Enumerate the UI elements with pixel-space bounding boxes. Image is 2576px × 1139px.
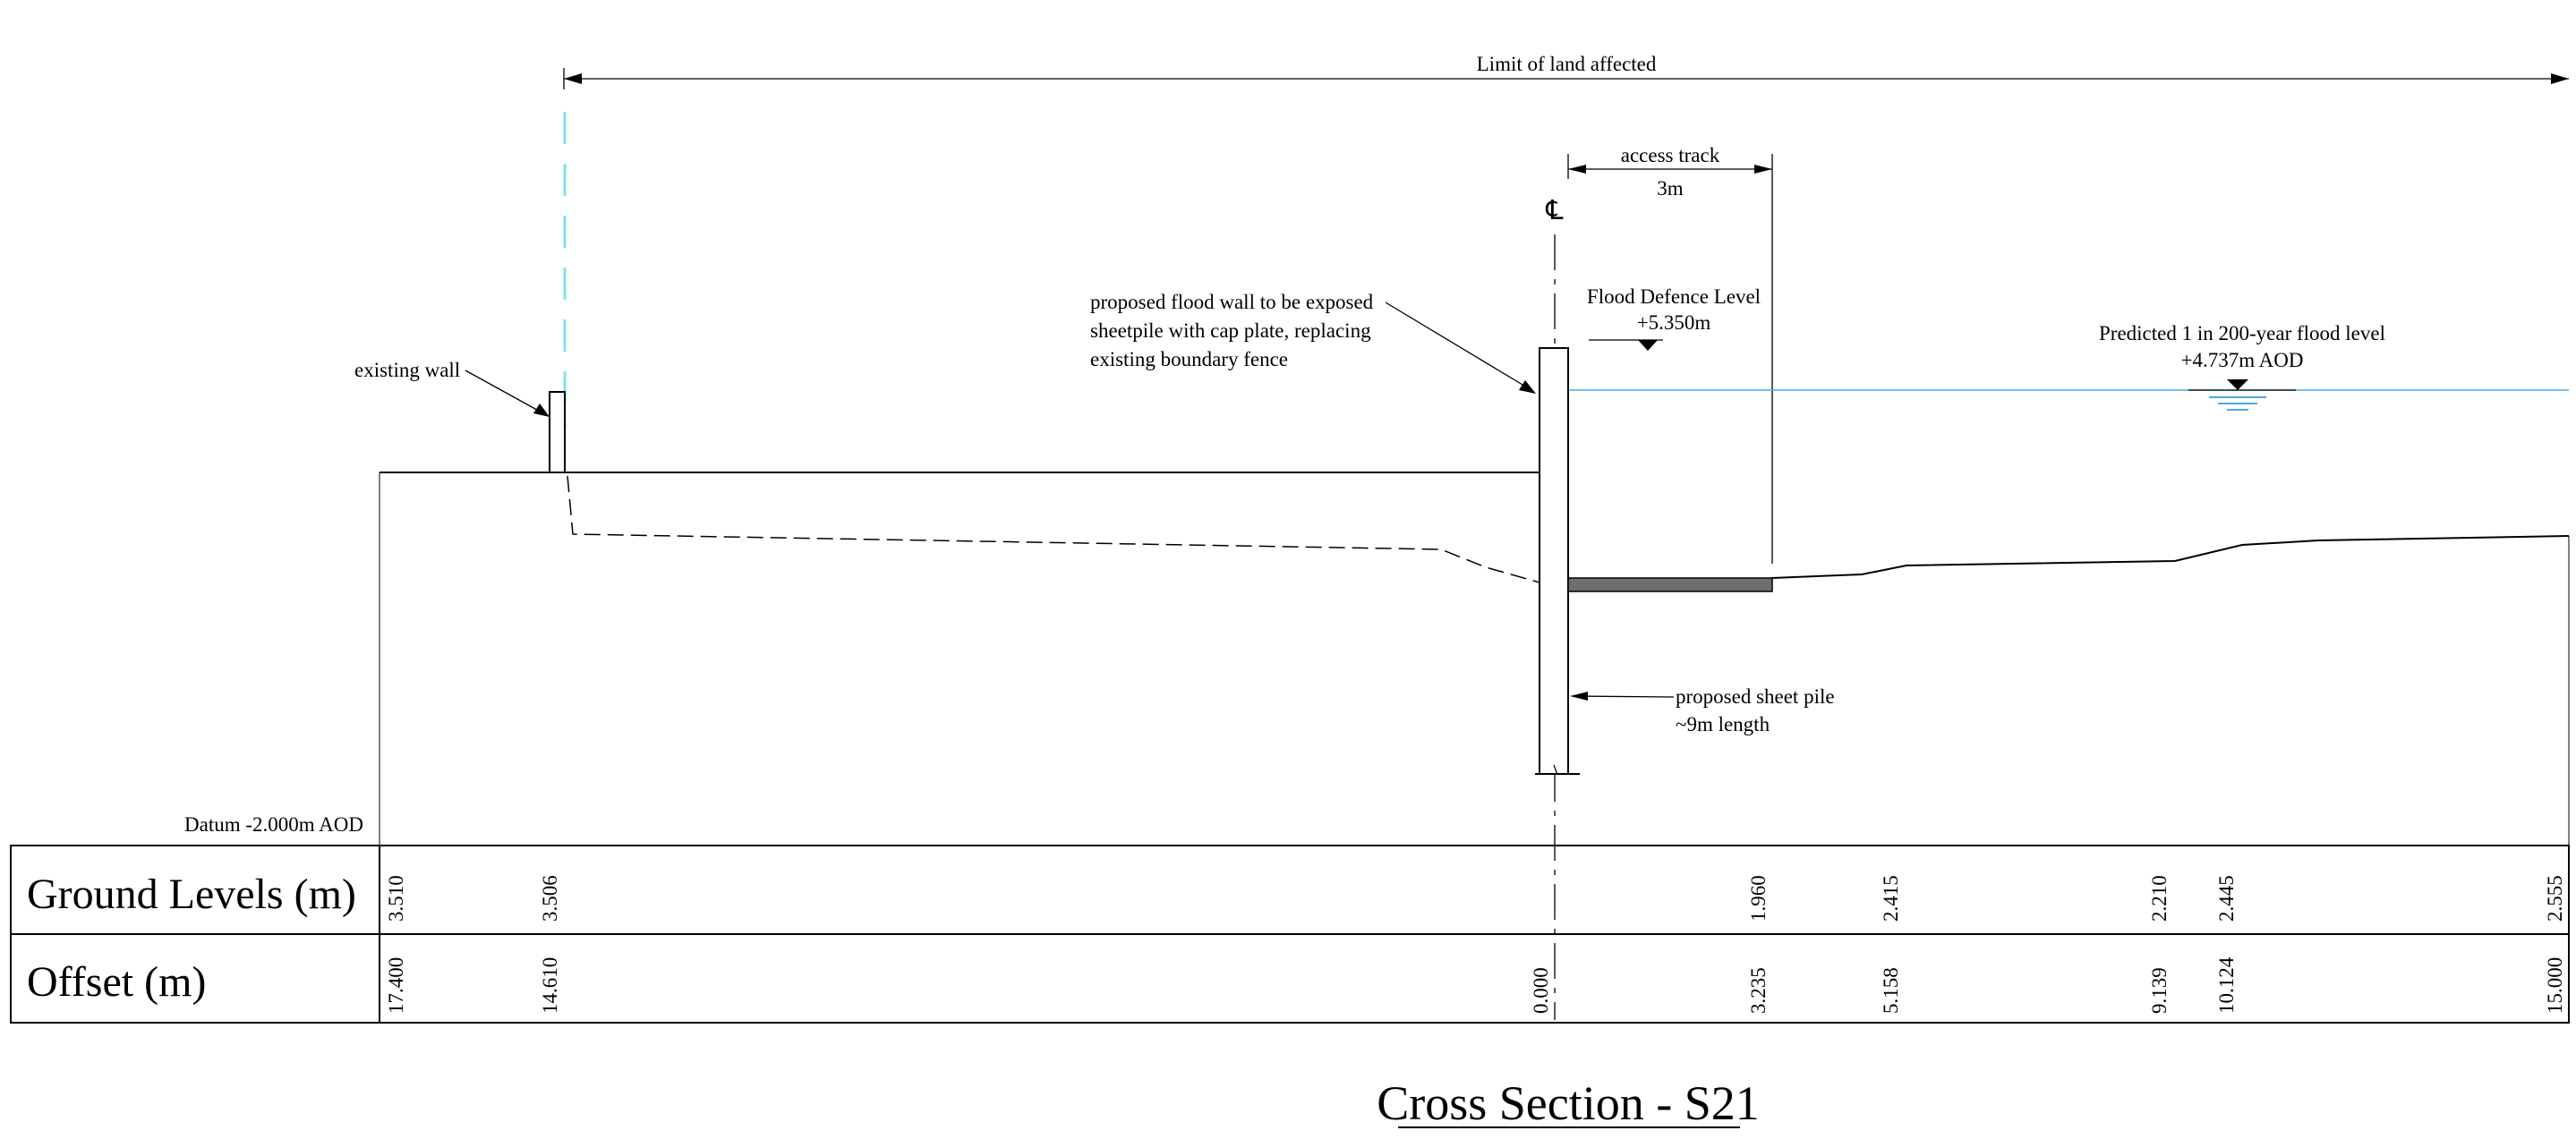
- offset-value: 14.610: [539, 957, 561, 1014]
- predicted-flood-label: Predicted 1 in 200-year flood level: [2099, 322, 2385, 344]
- level-offset-table: Ground Levels (m) Offset (m): [10, 845, 2570, 1024]
- ground-level-value: 2.210: [2148, 875, 2171, 922]
- ground-level-value: 2.415: [1880, 875, 1902, 922]
- flood-wall-label-line3: existing boundary fence: [1090, 348, 1288, 370]
- sheet-pile-label-line1: proposed sheet pile: [1676, 685, 1835, 708]
- water-level-marker-icon: [2227, 379, 2248, 390]
- access-track-dimension: access track 3m: [1567, 144, 1773, 564]
- existing-wall: existing wall: [354, 359, 566, 473]
- offset-value: 5.158: [1880, 967, 1902, 1014]
- ground-level-value: 3.510: [385, 875, 407, 922]
- offset-value: 10.124: [2215, 956, 2238, 1014]
- limit-of-land-dimension: Limit of land affected: [563, 53, 2569, 89]
- ground-level-value: 3.506: [539, 875, 561, 922]
- ground-level-value: 1.960: [1747, 875, 1770, 922]
- level-marker-icon: [1638, 340, 1658, 351]
- drawing-title: Cross Section - S21: [1377, 1076, 1760, 1130]
- ground-level-values: 3.510 3.506 1.960 2.415 2.210 2.445 2.55…: [385, 875, 2566, 922]
- sheet-pile-callout: proposed sheet pile ~9m length: [1570, 685, 1835, 735]
- offset-value: 15.000: [2544, 957, 2566, 1014]
- drawing-title-text: Cross Section - S21: [1377, 1076, 1760, 1130]
- access-track-label: access track: [1621, 144, 1720, 166]
- offset-value: 0.000: [1530, 967, 1552, 1014]
- access-track-slab: [1567, 577, 1773, 592]
- existing-ground-dashed-line: [567, 475, 1540, 583]
- limit-of-land-label: Limit of land affected: [1477, 53, 1657, 75]
- flood-defence-level-value: +5.350m: [1637, 311, 1711, 334]
- ground-levels-header: Ground Levels (m): [27, 871, 356, 918]
- sheet-pile-label-line2: ~9m length: [1676, 713, 1770, 735]
- flood-defence-level-label: Flood Defence Level: [1587, 285, 1761, 308]
- flood-defence-level: Flood Defence Level +5.350m: [1587, 285, 1761, 351]
- flood-wall-label-line1: proposed flood wall to be exposed: [1090, 291, 1374, 313]
- offset-value: 17.400: [385, 957, 407, 1014]
- ground-level-value: 2.555: [2544, 875, 2566, 922]
- datum-label: Datum -2.000m AOD: [184, 813, 363, 836]
- offset-value: 9.139: [2148, 967, 2171, 1014]
- proposed-sheet-pile: [1535, 347, 1580, 776]
- centreline-symbol: ℄: [1545, 196, 1564, 225]
- flood-wall-label-line2: sheetpile with cap plate, replacing: [1090, 319, 1371, 342]
- ground-level-value: 2.445: [2215, 875, 2238, 922]
- offset-header: Offset (m): [27, 958, 206, 1006]
- ground-profile-riverside: [1771, 535, 2570, 579]
- predicted-flood-level: Predicted 1 in 200-year flood level +4.7…: [2099, 322, 2385, 411]
- predicted-flood-value: +4.737m AOD: [2181, 349, 2304, 371]
- access-track-width: 3m: [1657, 177, 1684, 200]
- offset-values: 17.400 14.610 0.000 3.235 5.158 9.139 10…: [385, 956, 2566, 1014]
- existing-wall-label: existing wall: [354, 359, 460, 381]
- flood-wall-callout: proposed flood wall to be exposed sheetp…: [1090, 291, 1536, 394]
- offset-value: 3.235: [1747, 967, 1770, 1014]
